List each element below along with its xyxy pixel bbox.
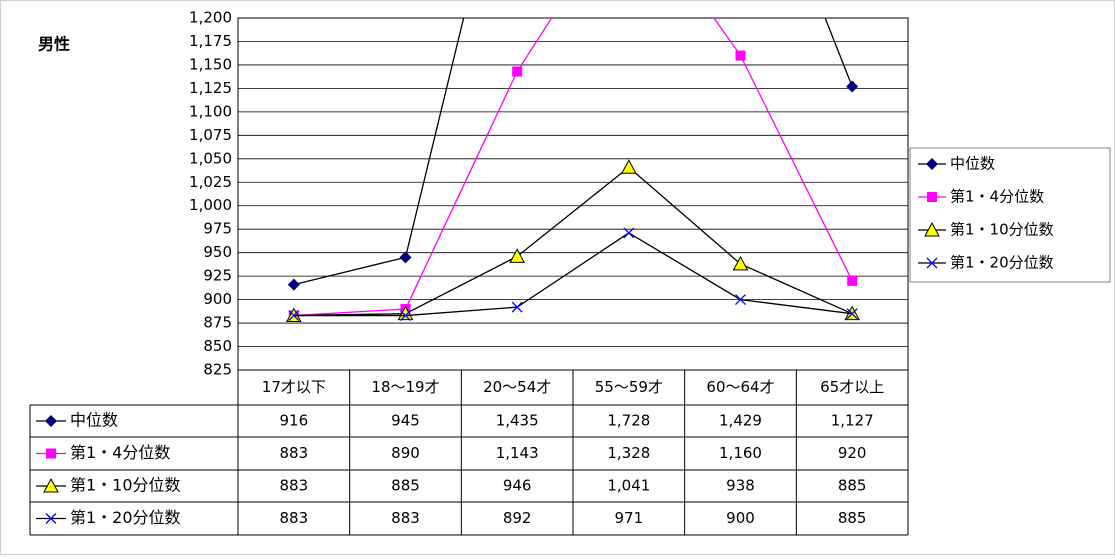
marker: [287, 278, 300, 291]
y-tick-label: 925: [203, 267, 232, 285]
y-tick-label: 1,175: [189, 32, 232, 50]
y-tick-label: 825: [203, 361, 232, 379]
marker: [735, 50, 746, 61]
chart-title: 男性: [38, 35, 70, 54]
legend-label: 第1・10分位数: [950, 221, 1054, 239]
x-tick-label: 20～54才: [483, 378, 551, 396]
marker: [399, 251, 412, 264]
y-tick-label: 900: [203, 290, 232, 308]
x-tick-label: 18～19才: [371, 378, 439, 396]
table-cell: 1,143: [496, 444, 539, 462]
table-cell: 883: [280, 477, 309, 495]
marker: [735, 294, 746, 306]
table-key-marker: [45, 513, 57, 524]
legend-label: 中位数: [950, 155, 995, 173]
table-cell: 945: [391, 412, 420, 430]
y-tick-label: 975: [203, 220, 232, 238]
y-tick-label: 1,150: [189, 55, 232, 73]
y-tick-label: 1,125: [189, 79, 232, 97]
x-tick-label: 17才以下: [262, 378, 326, 396]
marker: [623, 227, 635, 239]
y-tick-label: 950: [203, 243, 232, 261]
table-cell: 883: [280, 444, 309, 462]
marker: [397, 305, 414, 321]
series-line: [293, 232, 853, 317]
table-cell: 890: [391, 444, 420, 462]
legend-marker: [926, 257, 938, 269]
table-cell: 1,160: [719, 444, 762, 462]
table-cell: 920: [838, 444, 867, 462]
table-cell: 1,041: [607, 477, 650, 495]
legend-label: 第1・4分位数: [950, 188, 1044, 206]
table-cell: 946: [503, 477, 532, 495]
y-tick-label: 1,050: [189, 149, 232, 167]
marker: [511, 301, 523, 313]
table-row-label: 第1・20分位数: [70, 508, 181, 527]
y-tick-label: 850: [203, 337, 232, 355]
marker: [288, 310, 300, 322]
table-cell: 971: [615, 509, 644, 527]
y-tick-label: 1,075: [189, 126, 232, 144]
table-row-label: 第1・4分位数: [70, 443, 170, 462]
y-tick-label: 1,025: [189, 173, 232, 191]
table-cell: 883: [280, 509, 309, 527]
table-cell: 938: [726, 477, 755, 495]
legend-box: [909, 147, 1111, 283]
marker: [400, 310, 411, 322]
x-tick-label: 55～59才: [595, 378, 663, 396]
y-tick-label: 1,200: [189, 9, 232, 27]
table-cell: 1,127: [831, 412, 874, 430]
marker: [846, 80, 859, 93]
table-cell: 1,328: [607, 444, 650, 462]
table-key-marker: [45, 415, 57, 427]
y-tick-label: 1,000: [189, 196, 232, 214]
table-cell: 916: [280, 412, 309, 430]
table-row-label: 中位数: [70, 411, 118, 430]
table-cell: 900: [726, 509, 755, 527]
marker: [512, 66, 523, 77]
marker: [620, 159, 637, 174]
table-key-marker: [46, 448, 56, 459]
x-tick-label: 65才以上: [820, 378, 884, 396]
marker: [509, 248, 526, 263]
x-tick-label: 60～64才: [706, 378, 774, 396]
table-key-marker: [43, 477, 59, 493]
legend-marker: [924, 221, 940, 237]
marker: [846, 308, 858, 320]
series-line: [293, 18, 853, 286]
plot-area: [285, 18, 861, 323]
marker: [732, 255, 749, 271]
table-cell: 885: [391, 477, 420, 495]
legend-marker: [926, 158, 938, 170]
table-cell: 1,728: [607, 412, 650, 430]
legend-marker: [927, 192, 937, 202]
legend-label: 第1・20分位数: [950, 254, 1054, 272]
table-cell: 892: [503, 509, 532, 527]
y-tick-label: 1,100: [189, 102, 232, 120]
marker: [847, 275, 858, 286]
series-line: [293, 166, 853, 317]
table-cell: 1,435: [496, 412, 539, 430]
table-cell: 883: [391, 509, 420, 527]
table-cell: 885: [838, 477, 867, 495]
y-tick-label: 875: [203, 314, 232, 332]
series-line: [293, 18, 853, 317]
table-cell: 885: [838, 509, 867, 527]
table-row-label: 第1・10分位数: [70, 476, 181, 495]
table-cell: 1,429: [719, 412, 762, 430]
